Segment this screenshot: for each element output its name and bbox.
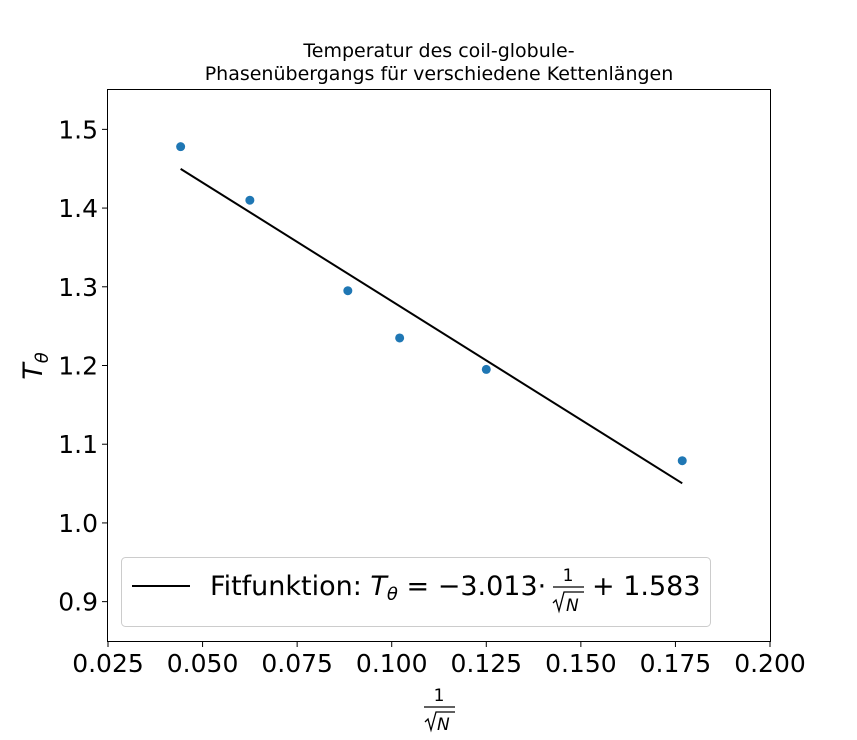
data-point	[343, 286, 353, 296]
legend-lhs-base: T	[370, 571, 389, 602]
x-axis-ticks: 0.025 0.050 0.075 0.100 0.125 0.150 0.175 0.200	[72, 641, 806, 678]
fit-line-layer	[180, 168, 683, 485]
chart-title-line-2: Phasenübergangs für verschiedene Kettenl…	[205, 63, 674, 85]
y-tick-label: 1.1	[58, 430, 98, 459]
legend-sqrt-sign	[552, 591, 584, 614]
x-tick-label: 0.050	[167, 649, 239, 678]
y-tick-label: 0.9	[58, 588, 98, 617]
fit-line	[180, 168, 683, 485]
data-points-layer	[176, 142, 687, 466]
legend: Fitfunktion: Tθ = −3.013· 1 N + 1.583	[121, 557, 711, 627]
y-tick-label: 1.3	[58, 273, 98, 302]
legend-lhs-sub: θ	[387, 584, 398, 605]
legend-frac-num: 1	[563, 566, 574, 586]
x-axis-label: 1 N	[424, 686, 455, 735]
x-axis-label-numerator: 1	[434, 686, 445, 706]
x-tick-label: 0.025	[72, 649, 144, 678]
x-tick-label: 0.150	[545, 649, 617, 678]
legend-box	[121, 557, 711, 627]
x-tick-label: 0.100	[356, 649, 428, 678]
y-tick-label: 1.4	[58, 194, 98, 223]
x-tick-label: 0.125	[450, 649, 522, 678]
data-point	[245, 195, 255, 205]
y-axis-ticks: 0.9 1.0 1.1 1.2 1.3 1.4 1.5	[58, 115, 108, 617]
y-tick-label: 1.5	[58, 115, 98, 144]
legend-suffix: + 1.583	[592, 571, 701, 602]
data-point	[176, 142, 186, 152]
x-axis-label-sqrt-sign	[424, 711, 455, 733]
x-tick-label: 0.200	[734, 649, 806, 678]
legend-label: Fitfunktion: Tθ = −3.013·	[210, 571, 546, 605]
x-tick-label: 0.075	[261, 649, 333, 678]
legend-middle: = −3.013·	[398, 571, 546, 602]
y-axis-label-base: T	[18, 361, 49, 380]
legend-frac-den: N	[566, 596, 579, 616]
legend-prefix: Fitfunktion:	[210, 571, 370, 602]
data-point	[677, 456, 687, 466]
data-point	[481, 364, 491, 374]
y-tick-label: 1.0	[58, 509, 98, 538]
x-tick-label: 0.175	[640, 649, 712, 678]
svg-text:Tθ: Tθ	[18, 352, 53, 380]
y-tick-label: 1.2	[58, 352, 98, 381]
y-axis-label: Tθ	[18, 352, 53, 380]
chart-title-line-1: Temperatur des coil-globule-	[302, 40, 574, 62]
chart-title: Temperatur des coil-globule- Phasenüberg…	[205, 40, 674, 85]
y-axis-label-sub: θ	[32, 352, 53, 363]
x-axis-label-denominator: N	[437, 715, 450, 735]
data-point	[395, 333, 405, 343]
